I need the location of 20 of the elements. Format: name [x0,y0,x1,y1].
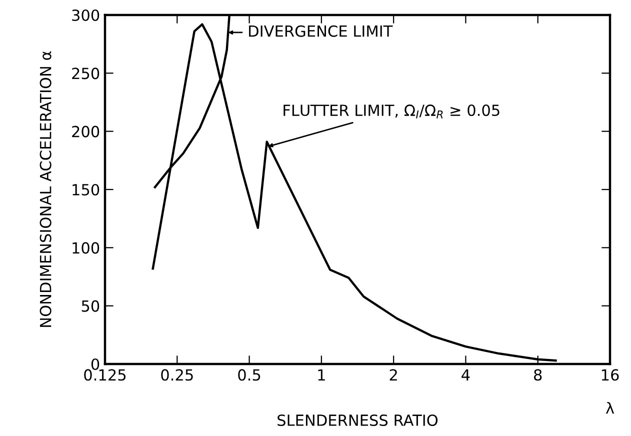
y-tick-label: 50 [82,300,100,312]
y-tick-label: 250 [72,68,100,80]
annotation: FLUTTER LIMIT, Ω$_{I}$/Ω$_{R}$ ≥ 0.05 [284,104,500,118]
x-tick-label: 0.125 [84,369,126,381]
x-axis-title: SLENDERNESS RATIO [278,414,438,426]
y-tick-label: 200 [72,126,100,138]
annotation: DIVERGENCE LIMIT [249,25,393,37]
text: λ [606,402,614,414]
y-tick-label: 0 [91,358,100,370]
x-tick-label: 0.5 [238,369,260,381]
x-tick-label: 4 [462,369,470,380]
x-tick-label: 0.25 [161,369,193,381]
x-tick-label: 8 [534,369,542,381]
y-tick-label: 100 [72,242,100,254]
y-axis-title: NONDIMENSIONAL ACCELERATION α [40,51,52,327]
x-tick-label: 2 [390,369,397,380]
y-tick-label: 300 [72,9,100,22]
x-tick-label: 16 [602,369,619,381]
x-tick-label: 1 [318,369,325,380]
y-tick-label: 150 [72,184,100,196]
